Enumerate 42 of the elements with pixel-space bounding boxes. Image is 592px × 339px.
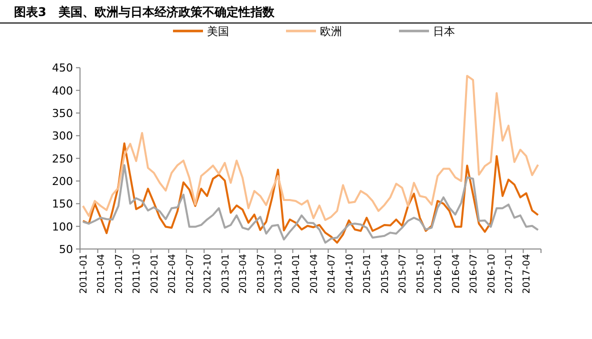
- x-tick-label: 2016-07: [468, 254, 480, 294]
- x-tick-label: 2017-01: [504, 254, 515, 294]
- x-tick-label: 2014-01: [291, 254, 302, 294]
- x-tick-label: 2011-04: [96, 254, 108, 294]
- line-series: [82, 142, 540, 244]
- x-tick-label: 2012-01: [149, 254, 160, 294]
- x-tick-label: 2011-07: [114, 254, 125, 294]
- x-tick-label: 2012-04: [167, 254, 178, 294]
- x-tick-label: 2015-04: [380, 254, 391, 294]
- x-tick-label: 2011-10: [132, 254, 143, 294]
- x-tick-label: 2013-10: [273, 254, 284, 294]
- y-tick-label: 150: [52, 198, 73, 211]
- legend-label: 欧洲: [320, 25, 342, 38]
- x-tick-label: 2014-07: [326, 254, 338, 294]
- x-tick-label: 2012-07: [184, 254, 196, 294]
- x-tick-label: 2012-10: [202, 254, 214, 294]
- y-tick-label: 50: [59, 243, 73, 256]
- x-tick-label: 2015-01: [362, 254, 374, 294]
- x-tick-label: 2016-01: [433, 254, 444, 294]
- x-tick-label: 2013-01: [220, 254, 232, 294]
- y-tick-label: 350: [52, 107, 73, 120]
- x-tick-label: 2014-04: [308, 254, 320, 294]
- x-tick-label: 2013-04: [238, 254, 250, 294]
- x-tick-label: 2015-10: [415, 254, 426, 294]
- x-tick-label: 2016-10: [486, 254, 498, 294]
- line-series: [82, 74, 540, 221]
- x-tick-label: 2016-04: [450, 254, 462, 294]
- y-tick-label: 450: [52, 62, 73, 75]
- y-tick-label: 400: [52, 84, 73, 98]
- chart-title: 图表3 美国、欧洲与日本经济政策不确定性指数: [14, 5, 276, 19]
- y-tick-label: 200: [52, 175, 73, 188]
- x-tick-label: 2013-07: [256, 254, 267, 294]
- line-series: [82, 164, 540, 244]
- y-tick-label: 250: [52, 152, 73, 166]
- legend-label: 日本: [433, 25, 455, 38]
- x-tick-label: 2014-10: [344, 254, 356, 294]
- legend-label: 美国: [207, 25, 229, 38]
- y-tick-label: 100: [52, 220, 73, 234]
- y-tick-label: 300: [52, 130, 73, 143]
- x-tick-label: 2015-07: [398, 254, 409, 294]
- x-tick-label: 2017-04: [522, 254, 533, 294]
- x-tick-label: 2011-01: [78, 254, 90, 294]
